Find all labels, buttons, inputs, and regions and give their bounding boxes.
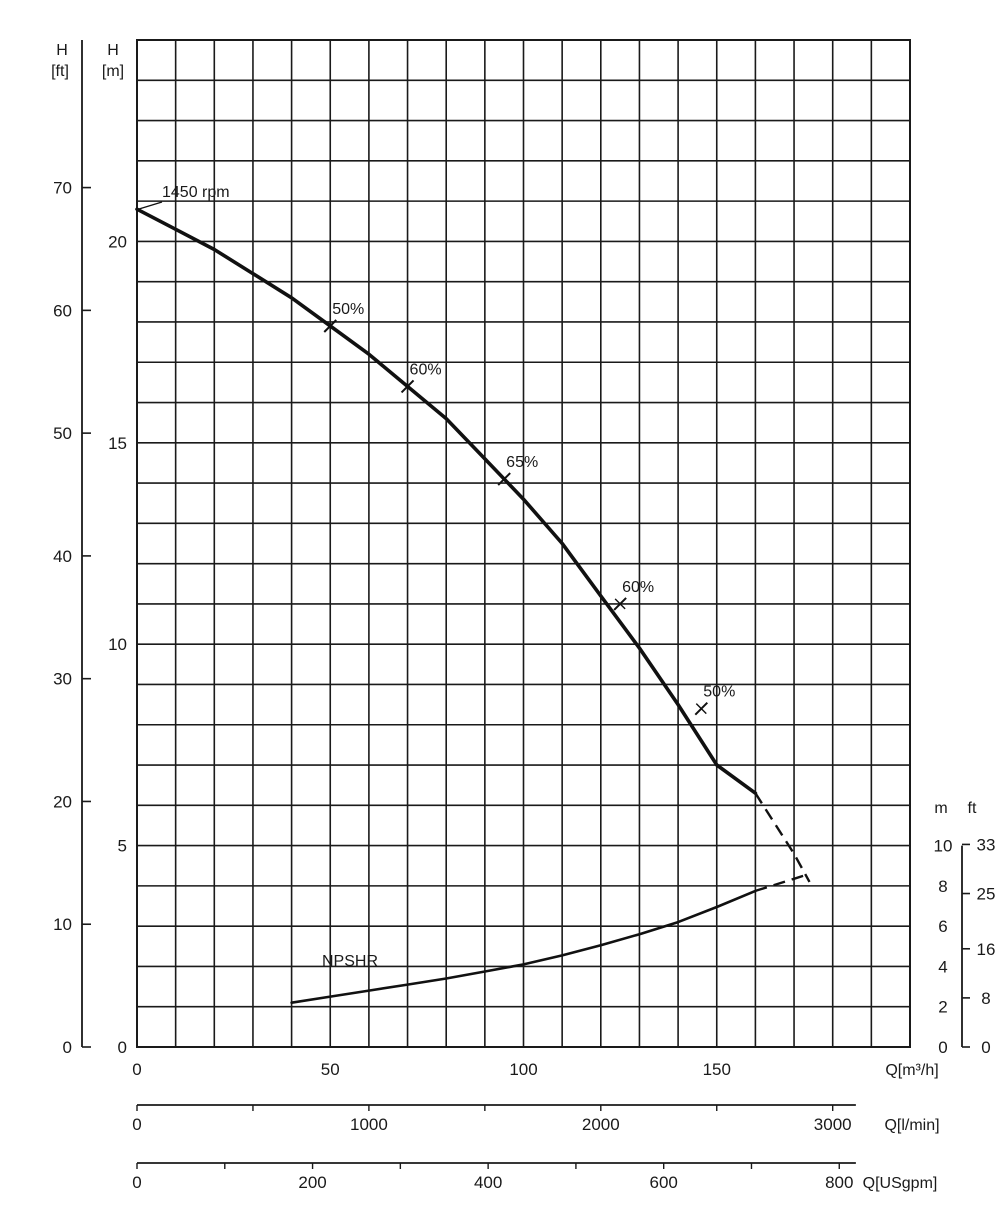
y-ft-axis-unit: [ft] — [51, 63, 69, 80]
secondary-x-tick-label: 2000 — [582, 1115, 620, 1134]
secondary-x-tick-label: 200 — [298, 1173, 326, 1192]
npsh-m-tick-label: 8 — [938, 877, 947, 896]
y-ft-tick-label: 30 — [53, 670, 72, 689]
plot-frame — [136, 39, 911, 1048]
y-m-tick-label: 10 — [108, 635, 127, 654]
y-m-axis-symbol: H — [107, 42, 119, 59]
y-ft-tick-label: 70 — [53, 179, 72, 198]
y-ft-tick-label: 10 — [53, 915, 72, 934]
y-ft-tick-label: 50 — [53, 424, 72, 443]
x-axis-label: Q[m³/h] — [885, 1062, 938, 1079]
efficiency-tick-cross — [614, 598, 626, 610]
efficiency-tick-cross — [402, 380, 414, 392]
npsh-m-tick-label: 6 — [938, 917, 947, 936]
series-label-head: 1450 rpm — [162, 184, 230, 201]
axes: 0 50 100 150 Q[m³/h]05101520H[m]010203040506… — [51, 40, 995, 1192]
npsh-m-tick-label: 0 — [938, 1038, 947, 1057]
head-curve — [135, 207, 758, 795]
y-m-tick-label: 5 — [118, 837, 127, 856]
secondary-x-tick-label: 0 — [132, 1173, 141, 1192]
efficiency-label: 50% — [703, 684, 735, 701]
secondary-x-tick-label: 1000 — [350, 1115, 388, 1134]
secondary-x-tick-label: 0 — [132, 1115, 141, 1134]
secondary-x-axis-label: Q[USgpm] — [863, 1175, 938, 1192]
y-ft-axis-symbol: H — [56, 42, 68, 59]
efficiency-label: 50% — [332, 301, 364, 318]
secondary-x-tick-label: 800 — [825, 1173, 853, 1192]
npsh-ft-tick-label: 0 — [981, 1038, 990, 1057]
grid — [136, 39, 911, 1048]
npsh-ft-tick-label: 16 — [977, 940, 996, 959]
labels: 1450 rpm NPSHR 50% 60% 65% 60% 50% — [138, 184, 735, 970]
npsh-m-tick-label: 4 — [938, 957, 947, 976]
secondary-x-tick-label: 3000 — [814, 1115, 852, 1134]
y-ft-tick-label: 20 — [53, 792, 72, 811]
npsh-m-tick-label: 2 — [938, 998, 947, 1017]
series-label-head-leader — [138, 201, 163, 210]
secondary-x-tick-label: 400 — [474, 1173, 502, 1192]
series-label-npshr: NPSHR — [322, 953, 378, 970]
efficiency-label: 60% — [622, 579, 654, 596]
y-m-axis-unit: [m] — [102, 63, 124, 80]
y-m-tick-label: 0 — [118, 1038, 127, 1057]
efficiency-tick-cross — [695, 703, 707, 715]
x-tick-label: 0 — [132, 1060, 141, 1079]
head-curve-dashed-extension — [754, 792, 811, 883]
npshr-curve — [290, 889, 757, 1004]
npsh-m-axis-label: m — [934, 800, 947, 817]
y-ft-tick-label: 60 — [53, 301, 72, 320]
npsh-ft-tick-label: 8 — [981, 989, 990, 1008]
efficiency-label: 65% — [506, 454, 538, 471]
x-tick-label: 100 — [509, 1060, 537, 1079]
y-m-tick-label: 20 — [108, 232, 127, 251]
efficiency-label: 60% — [410, 361, 442, 378]
npshr-curve-dashed-extension — [755, 872, 810, 893]
y-ft-tick-label: 0 — [63, 1038, 72, 1057]
y-m-tick-label: 15 — [108, 434, 127, 453]
secondary-x-axis-label: Q[l/min] — [884, 1117, 939, 1134]
efficiency-tick-cross — [498, 473, 510, 485]
x-tick-label: 150 — [703, 1060, 731, 1079]
curves — [135, 207, 811, 1004]
npsh-ft-axis-label: ft — [968, 800, 977, 817]
secondary-x-tick-label: 600 — [650, 1173, 678, 1192]
x-tick-label: 50 — [321, 1060, 340, 1079]
y-ft-tick-label: 40 — [53, 547, 72, 566]
npsh-ft-tick-label: 33 — [977, 835, 996, 854]
npsh-m-tick-label: 10 — [934, 837, 953, 856]
npsh-ft-tick-label: 25 — [977, 885, 996, 904]
efficiency-tick-cross — [324, 320, 336, 332]
